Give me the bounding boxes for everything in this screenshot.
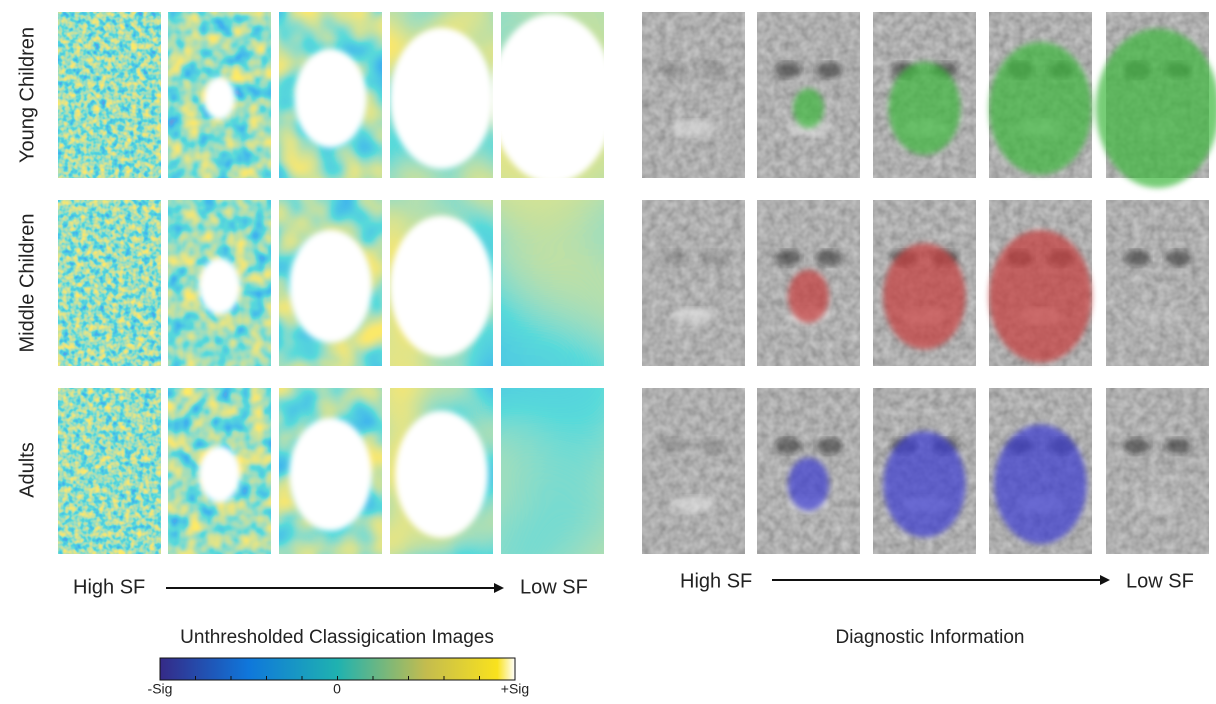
face-image	[642, 388, 745, 554]
classification-image	[58, 200, 161, 366]
face-eye	[1123, 437, 1151, 455]
row-label: Adults	[16, 442, 38, 498]
classification-image	[58, 388, 161, 554]
classification-image	[501, 200, 604, 366]
face-mouth	[1134, 307, 1181, 325]
face-eye	[1164, 249, 1192, 267]
face-eye	[659, 249, 687, 267]
diagnostic-region	[989, 41, 1092, 175]
diagnostic-region	[1095, 28, 1216, 188]
face-eye	[659, 437, 687, 455]
face-eye	[700, 61, 728, 79]
face-eye	[815, 249, 843, 267]
diagnostic-region	[888, 61, 961, 155]
row-label: Middle Children	[16, 214, 38, 353]
face-image	[642, 12, 745, 178]
significant-region	[198, 258, 241, 315]
face-eye	[774, 437, 802, 455]
colorbar-label: -Sig	[148, 681, 173, 697]
face-eye	[700, 437, 728, 455]
diagnostic-region	[793, 88, 824, 129]
axis-start: High SF	[680, 570, 752, 592]
colorbar-label: +Sig	[501, 681, 529, 697]
diagnostic-region	[883, 243, 966, 350]
panel-title: Diagnostic Information	[835, 627, 1024, 648]
axis-end: Low SF	[1126, 570, 1194, 592]
significant-region	[198, 446, 241, 503]
face-eye	[774, 249, 802, 267]
face-mouth	[670, 119, 717, 137]
colorbar-label: 0	[333, 681, 341, 697]
face-eye	[815, 61, 843, 79]
face-image	[1106, 200, 1209, 366]
diagnostic-region	[989, 229, 1092, 363]
diagnostic-region	[994, 424, 1087, 545]
face-image	[1106, 388, 1209, 554]
axis-end: Low SF	[520, 576, 588, 598]
diagnostic-region	[787, 269, 830, 323]
significant-region	[204, 77, 235, 120]
axis-start: High SF	[73, 576, 145, 598]
classification-image	[58, 12, 161, 178]
significant-region	[390, 215, 493, 357]
classification-image	[501, 388, 604, 554]
face-mouth	[670, 307, 717, 325]
significant-region	[390, 27, 493, 169]
significant-region	[294, 48, 367, 148]
face-eye	[700, 249, 728, 267]
face-eye	[774, 61, 802, 79]
diagnostic-region	[787, 457, 830, 511]
face-mouth	[1134, 495, 1181, 513]
panel-title: Unthresholded Classigication Images	[180, 627, 494, 648]
face-mouth	[670, 495, 717, 513]
significant-region	[289, 229, 372, 343]
panels	[58, 12, 1216, 554]
significant-region	[289, 417, 372, 531]
face-image	[642, 200, 745, 366]
face-eye	[1164, 437, 1192, 455]
significant-region	[395, 410, 488, 538]
diagnostic-region	[883, 431, 966, 538]
significant-region	[490, 13, 615, 183]
face-eye	[1123, 249, 1151, 267]
face-eye	[659, 61, 687, 79]
row-label: Young Children	[16, 27, 38, 163]
face-eye	[815, 437, 843, 455]
